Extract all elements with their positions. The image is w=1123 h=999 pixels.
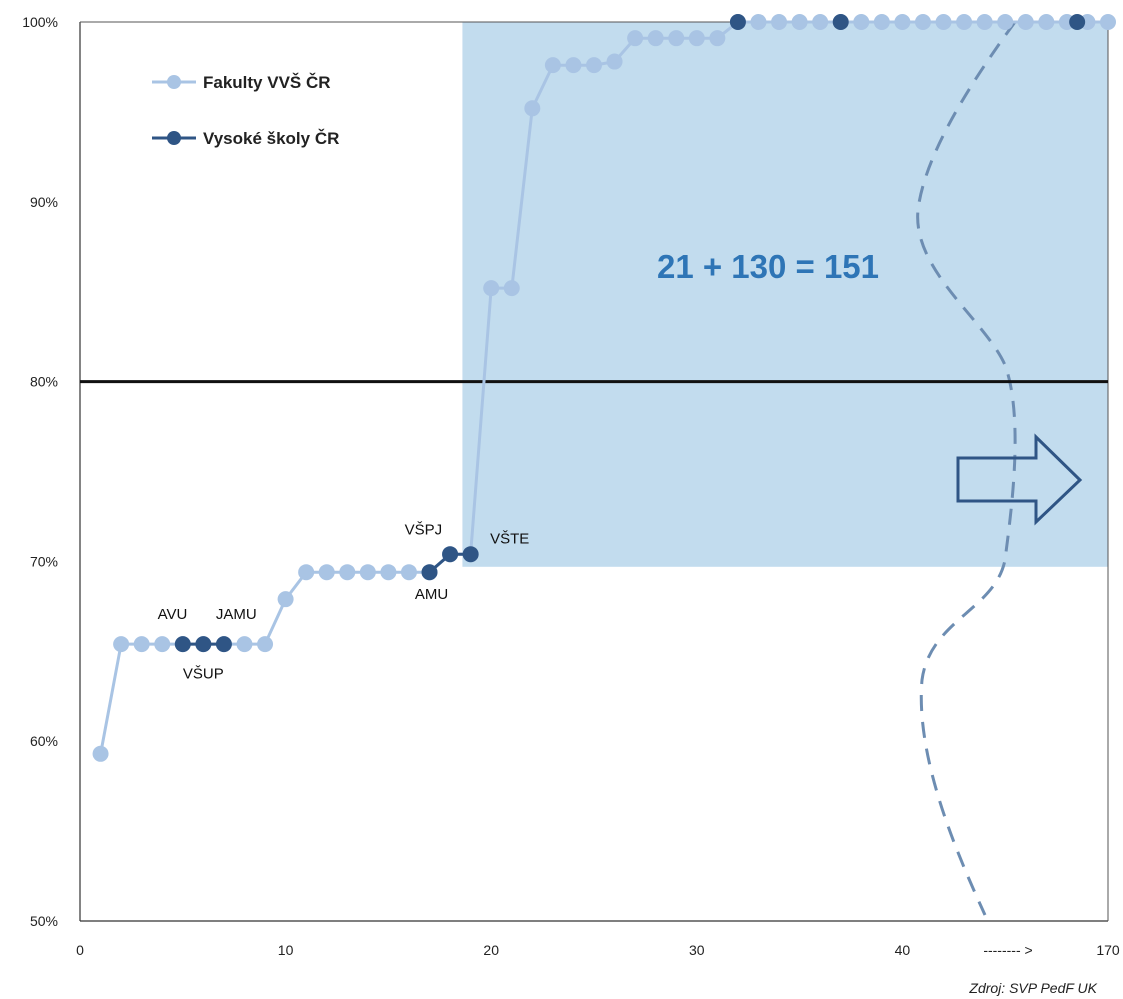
data-point-faculties (997, 14, 1014, 30)
annotation-label: AVU (158, 606, 188, 623)
data-point-faculties (647, 30, 664, 47)
data-point-faculties (92, 745, 109, 762)
legend-label-universities: Vysoké školy ČR (203, 129, 339, 148)
data-point-faculties (113, 636, 130, 653)
data-point-faculties (894, 14, 911, 30)
highlight-region (462, 22, 1108, 567)
data-point-universities (832, 14, 849, 30)
data-point-faculties (298, 564, 315, 581)
data-point-faculties (606, 53, 623, 70)
note-text: 21 + 130 = 151 (657, 248, 879, 285)
data-point-faculties (791, 14, 808, 30)
annotation-label: VŠTE (490, 530, 529, 547)
data-point-universities (462, 546, 479, 563)
data-point-faculties (1017, 14, 1034, 30)
x-tick-label: 170 (1096, 942, 1120, 958)
y-tick-label: 60% (30, 733, 58, 749)
data-point-faculties (524, 100, 541, 117)
data-point-faculties (380, 564, 397, 581)
data-point-faculties (277, 591, 294, 608)
series-layer (92, 14, 1116, 762)
annotation-label: JAMU (216, 606, 257, 623)
data-point-faculties (709, 30, 726, 47)
data-point-faculties (503, 280, 520, 297)
legend-item-universities: Vysoké školy ČR (152, 129, 339, 148)
data-point-universities (174, 636, 191, 653)
data-point-faculties (627, 30, 644, 47)
x-tick-label: 40 (895, 942, 911, 958)
data-point-faculties (750, 14, 767, 30)
data-point-faculties (236, 636, 253, 653)
annotation-label: VŠPJ (405, 521, 443, 538)
data-point-faculties (976, 14, 993, 30)
data-point-faculties (544, 57, 561, 74)
y-tick-label: 100% (22, 14, 58, 30)
data-point-faculties (935, 14, 952, 30)
x-tick-label: 0 (76, 942, 84, 958)
source-note: Zdroj: SVP PedF UK (968, 980, 1097, 996)
legend-swatch-marker-universities (167, 131, 181, 145)
data-point-faculties (339, 564, 356, 581)
data-point-universities (1069, 14, 1086, 30)
y-tick-label: 80% (30, 374, 58, 390)
data-point-faculties (154, 636, 171, 653)
data-point-faculties (1100, 14, 1116, 30)
y-tick-label: 50% (30, 913, 58, 929)
data-point-faculties (359, 564, 376, 581)
data-point-universities (215, 636, 232, 653)
data-point-universities (195, 636, 212, 653)
legend-swatch-marker-faculties (167, 75, 181, 89)
y-tick-labels: 50% 60% 70% 80% 90% 100% (22, 14, 58, 929)
data-point-faculties (483, 280, 500, 297)
dashed-curve (916, 21, 1017, 916)
x-tick-label: 10 (278, 942, 294, 958)
annotation-label: VŠUP (183, 665, 224, 682)
x-tick-labels: 0 10 20 30 40 170 (76, 942, 1120, 958)
legend-label-faculties: Fakulty VVŠ ČR (203, 73, 331, 92)
data-point-faculties (914, 14, 931, 30)
x-break-label: -------- > (983, 942, 1032, 958)
data-point-faculties (318, 564, 335, 581)
data-point-faculties (400, 564, 417, 581)
data-point-faculties (1038, 14, 1055, 30)
y-tick-label: 90% (30, 194, 58, 210)
data-point-faculties (812, 14, 829, 30)
data-point-faculties (853, 14, 870, 30)
data-point-faculties (257, 636, 274, 653)
data-point-universities (442, 546, 459, 563)
data-point-faculties (668, 30, 685, 47)
data-point-faculties (688, 30, 705, 47)
data-point-faculties (586, 57, 602, 74)
series-universities (174, 14, 1086, 653)
data-point-faculties (771, 14, 788, 30)
plot-frame (79, 21, 1109, 922)
legend-item-faculties: Fakulty VVŠ ČR (152, 73, 331, 92)
annotation-labels: AVU JAMU VŠUP VŠPJ VŠTE AMU (158, 521, 530, 682)
y-tick-label: 70% (30, 553, 58, 569)
highlight-region-layer (462, 22, 1108, 567)
data-point-universities (729, 14, 746, 30)
data-point-faculties (873, 14, 890, 30)
data-point-faculties (956, 14, 973, 30)
data-point-universities (421, 564, 438, 581)
data-point-faculties (565, 57, 582, 74)
x-tick-label: 30 (689, 942, 705, 958)
arrow-right-icon (956, 433, 1083, 526)
annotation-label: AMU (415, 586, 448, 603)
data-point-faculties (133, 636, 150, 653)
legend: Fakulty VVŠ ČR Vysoké školy ČR (152, 73, 339, 148)
x-tick-label: 20 (483, 942, 499, 958)
